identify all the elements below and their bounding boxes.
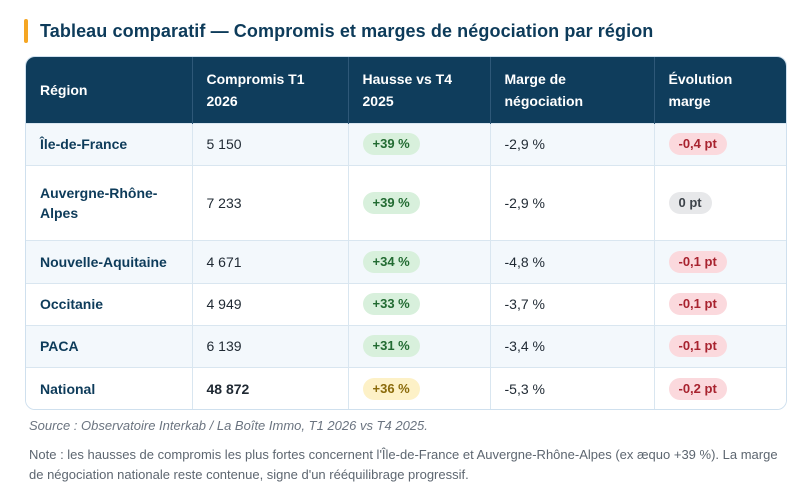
cell-compromis: 4 671	[192, 240, 349, 283]
table-row: PACA 6 139 +31 % -3,4 % -0,1 pt	[26, 325, 786, 368]
table-row: National 48 872 +36 % -5,3 % -0,2 pt	[26, 367, 786, 409]
cell-evolution: -0,4 pt	[654, 123, 786, 165]
cell-marge: -5,3 %	[490, 367, 655, 409]
table-row: Nouvelle-Aquitaine 4 671 +34 % -4,8 % -0,1 p…	[26, 240, 786, 283]
cell-compromis: 5 150	[192, 123, 349, 166]
title-accent-bar	[24, 19, 28, 43]
cell-compromis: 6 139	[192, 325, 349, 368]
cell-region: National	[26, 367, 193, 409]
evolution-badge: -0,1 pt	[668, 250, 727, 273]
cell-hausse: +33 %	[348, 283, 491, 326]
hausse-badge: +33 %	[362, 293, 420, 316]
table-row: Occitanie 4 949 +33 % -3,7 % -0,1 pt	[26, 283, 786, 326]
table-header-row: Région Compromis T1 2026 Hausse vs T4 20…	[26, 57, 786, 123]
evolution-badge: -0,1 pt	[668, 335, 727, 358]
evolution-badge: 0 pt	[668, 192, 712, 214]
hausse-badge: +39 %	[362, 133, 420, 156]
header-evolution: Évolution marge	[668, 70, 733, 109]
evolution-badge: -0,4 pt	[668, 133, 727, 156]
cell-marge: -3,7 %	[490, 283, 655, 326]
table-row: Auvergne-Rhône-Alpes 7 233 +39 % -2,9 % 0 pt	[26, 165, 786, 241]
cell-region: Occitanie	[26, 283, 193, 326]
evolution-badge: -0,1 pt	[668, 293, 727, 316]
cell-compromis: 48 872	[192, 367, 349, 409]
cell-evolution: -0,1 pt	[654, 241, 786, 283]
cell-compromis: 7 233	[192, 165, 349, 241]
page-title: Tableau comparatif — Compromis et marges…	[40, 20, 654, 41]
cell-evolution: -0,2 pt	[654, 368, 786, 409]
hausse-badge: +34 %	[362, 250, 420, 273]
cell-evolution: -0,1 pt	[654, 325, 786, 367]
table-row: Île-de-France 5 150 +39 % -2,9 % -0,4 pt	[26, 123, 786, 166]
cell-region: Auvergne-Rhône-Alpes	[26, 165, 193, 241]
title-block: Tableau comparatif — Compromis et marges…	[24, 19, 653, 43]
cell-hausse: +36 %	[348, 367, 491, 409]
hausse-badge: +39 %	[362, 192, 420, 214]
source-caption: Source : Observatoire Interkab / La Boît…	[29, 418, 428, 433]
header-region: Région	[26, 57, 193, 123]
cell-marge: -2,9 %	[490, 123, 655, 166]
cell-marge: -4,8 %	[490, 240, 655, 283]
cell-hausse: +39 %	[348, 123, 491, 166]
cell-hausse: +39 %	[348, 165, 491, 241]
header-marge: Marge de négociation	[490, 57, 655, 123]
hausse-badge: +31 %	[362, 335, 420, 358]
note-text: Note : les hausses de compromis les plus…	[29, 447, 778, 482]
cell-hausse: +31 %	[348, 325, 491, 368]
cell-region: Nouvelle-Aquitaine	[26, 240, 193, 283]
evolution-badge: -0,2 pt	[668, 377, 727, 400]
cell-marge: -3,4 %	[490, 325, 655, 368]
cell-region: PACA	[26, 325, 193, 368]
comparison-table: Région Compromis T1 2026 Hausse vs T4 20…	[26, 57, 786, 409]
header-hausse: Hausse vs T4 2025	[348, 57, 491, 123]
cell-hausse: +34 %	[348, 240, 491, 283]
cell-region: Île-de-France	[26, 123, 193, 166]
cell-compromis: 4 949	[192, 283, 349, 326]
header-compromis: Compromis T1 2026	[192, 57, 349, 123]
comparison-table-card: Région Compromis T1 2026 Hausse vs T4 20…	[25, 56, 787, 410]
hausse-badge: +36 %	[362, 377, 420, 400]
cell-marge: -2,9 %	[490, 165, 655, 241]
table-body: Île-de-France 5 150 +39 % -2,9 % -0,4 pt Auve…	[26, 123, 786, 409]
cell-evolution: -0,1 pt	[654, 283, 786, 325]
cell-evolution: 0 pt	[654, 165, 786, 240]
